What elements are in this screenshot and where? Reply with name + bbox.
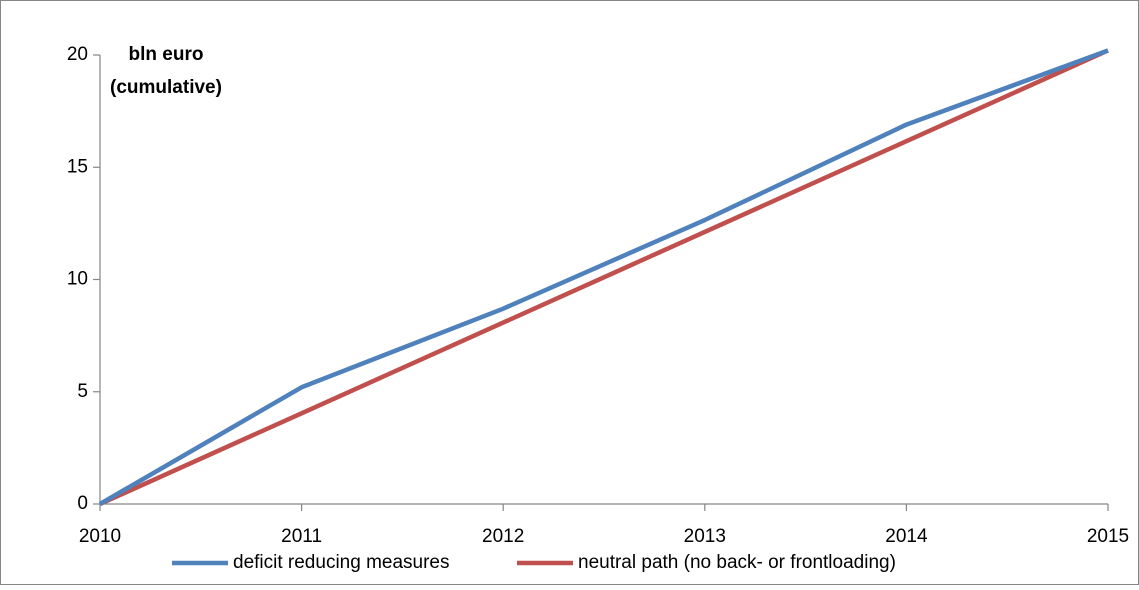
y-tick-label: 20 [67,44,88,65]
x-tick-label: 2011 [281,526,322,547]
x-tick-label: 2013 [684,526,726,547]
y-tick-label: 15 [67,156,88,177]
y-label: bln euro [129,44,204,65]
data-line [99,48,1109,507]
legend-label: neutral path (no back- or frontloading) [578,552,896,573]
x-tick-label: 2010 [79,526,121,547]
y-tick-label: 5 [77,381,88,402]
y-tick-label: 10 [67,269,88,290]
y-tick-label: 0 [77,493,88,514]
x-tick-label: 2012 [482,526,524,547]
data-line [98,48,1109,506]
legend-label: deficit reducing measures [233,552,450,573]
x-tick-label: 2015 [1087,526,1129,547]
y-label: (cumulative) [110,77,222,98]
x-tick-label: 2014 [885,526,928,547]
